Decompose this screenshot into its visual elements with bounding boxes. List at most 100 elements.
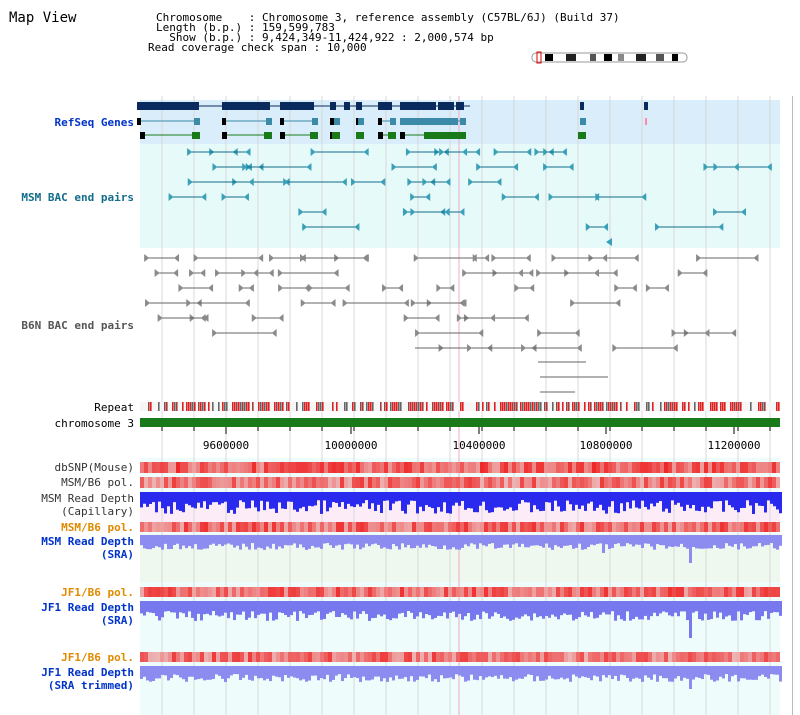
heat-cell [624,587,628,597]
depth-bar [506,492,509,510]
depth-bar [494,535,497,549]
depth-bar [443,666,446,679]
depth-bar [701,666,704,680]
track-label-jf1-b6-pol: JF1/B6 pol. [61,586,134,599]
depth-bar [764,666,767,677]
heat-cell [728,652,732,662]
repeat-mark [436,402,438,411]
heat-cell [696,462,700,473]
depth-bar [518,535,521,547]
depth-bar [401,492,404,511]
heat-cell [420,462,424,473]
heat-cell [668,462,672,473]
depth-bar [752,492,755,514]
depth-bar [611,666,614,680]
heat-cell [316,652,320,662]
depth-bar [464,601,467,617]
depth-bar [479,535,482,544]
repeat-mark [392,402,394,411]
heat-cell [724,587,728,597]
depth-bar [470,666,473,675]
repeat-mark [380,402,382,411]
heat-cell [172,462,176,473]
depth-bar [380,492,383,513]
depth-bar [269,666,272,682]
heat-cell [652,652,656,662]
heat-cell [680,652,684,662]
heat-cell [480,477,484,488]
depth-bar [326,535,329,544]
depth-bar [338,601,341,618]
depth-bar [641,492,644,501]
depth-bar [395,492,398,502]
depth-bar [353,601,356,612]
depth-bar [380,601,383,617]
track-label-refseq[interactable]: RefSeq Genes [54,116,134,129]
bac-end-marker [523,314,529,322]
heat-cell [624,652,628,662]
depth-bar [167,535,170,550]
heat-cell [568,652,572,662]
repeat-mark [172,402,174,411]
track-label-msm-bac[interactable]: MSM BAC end pairs [21,191,134,204]
depth-bar [278,492,281,503]
heat-cell [268,477,272,488]
depth-bar [413,492,416,501]
repeat-mark [556,402,558,411]
heat-cell [472,522,476,532]
heat-cell [756,462,760,473]
repeat-mark [688,402,690,411]
depth-bar [416,492,419,514]
bac-end-marker [342,299,348,307]
heat-cell [556,522,560,532]
heat-cell [604,522,608,532]
depth-bar [680,535,683,544]
heat-cell [640,522,644,532]
heat-cell [304,652,308,662]
heat-cell [668,652,672,662]
depth-bar [506,601,509,619]
repeat-mark [208,402,210,411]
heat-cell [316,462,320,473]
heat-cell [352,587,356,597]
heat-cell [708,652,712,662]
bac-end-marker [362,254,368,262]
depth-bar [461,492,464,501]
depth-bar [200,492,203,508]
repeat-mark [258,402,260,411]
heat-cell [488,587,492,597]
depth-bar [617,601,620,616]
heat-cell [320,462,324,473]
depth-bar [179,666,182,678]
depth-bar [587,492,590,504]
depth-bar [767,601,770,619]
heat-cell [424,477,428,488]
depth-bar [329,666,332,682]
repeat-mark [734,402,736,411]
heat-cell [228,652,232,662]
heat-cell [524,477,528,488]
gene-exon [266,118,272,125]
heat-cell [352,652,356,662]
heat-cell [748,522,752,532]
depth-bar [530,492,533,513]
depth-bar [311,601,314,615]
heat-cell [344,522,348,532]
heat-cell [152,477,156,488]
depth-bar [335,601,338,617]
heat-cell [400,587,404,597]
repeat-mark [316,402,318,411]
depth-bar [704,666,707,675]
heat-cell [736,477,740,488]
track-label-b6n-bac[interactable]: B6N BAC end pairs [21,319,134,332]
heat-cell [388,462,392,473]
track-label-msm-depth-cap: MSM Read Depth [41,492,134,505]
gene-exon [400,132,405,139]
depth-bar [587,535,590,548]
depth-bar [722,601,725,620]
heat-cell [220,462,224,473]
heat-cell [752,477,756,488]
heat-cell [292,462,296,473]
heat-cell [208,477,212,488]
